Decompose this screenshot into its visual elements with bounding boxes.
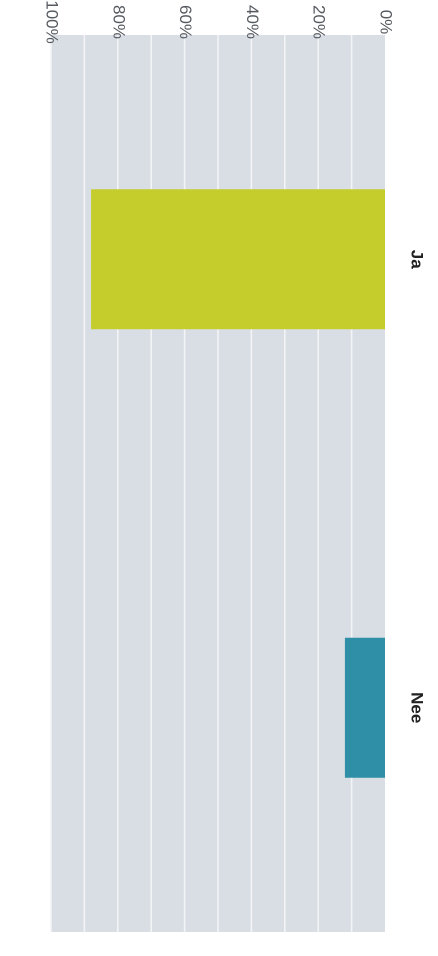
bar-ja: [91, 189, 385, 330]
tick-label-100: 100%: [43, 0, 62, 43]
category-label-nee: Nee: [408, 692, 427, 723]
tick-label-0: 0%: [377, 10, 396, 35]
tick-label-20: 20%: [310, 5, 329, 39]
category-axis: Ja Nee: [408, 250, 427, 724]
bar-nee: [344, 637, 385, 778]
tick-label-80: 80%: [109, 5, 128, 39]
value-axis: 0% 20% 40% 60% 80% 100%: [43, 0, 396, 43]
gridlines: [50, 35, 353, 932]
tick-label-60: 60%: [176, 5, 195, 39]
tick-label-40: 40%: [243, 5, 262, 39]
bars: [91, 189, 385, 778]
category-label-ja: Ja: [408, 250, 427, 269]
